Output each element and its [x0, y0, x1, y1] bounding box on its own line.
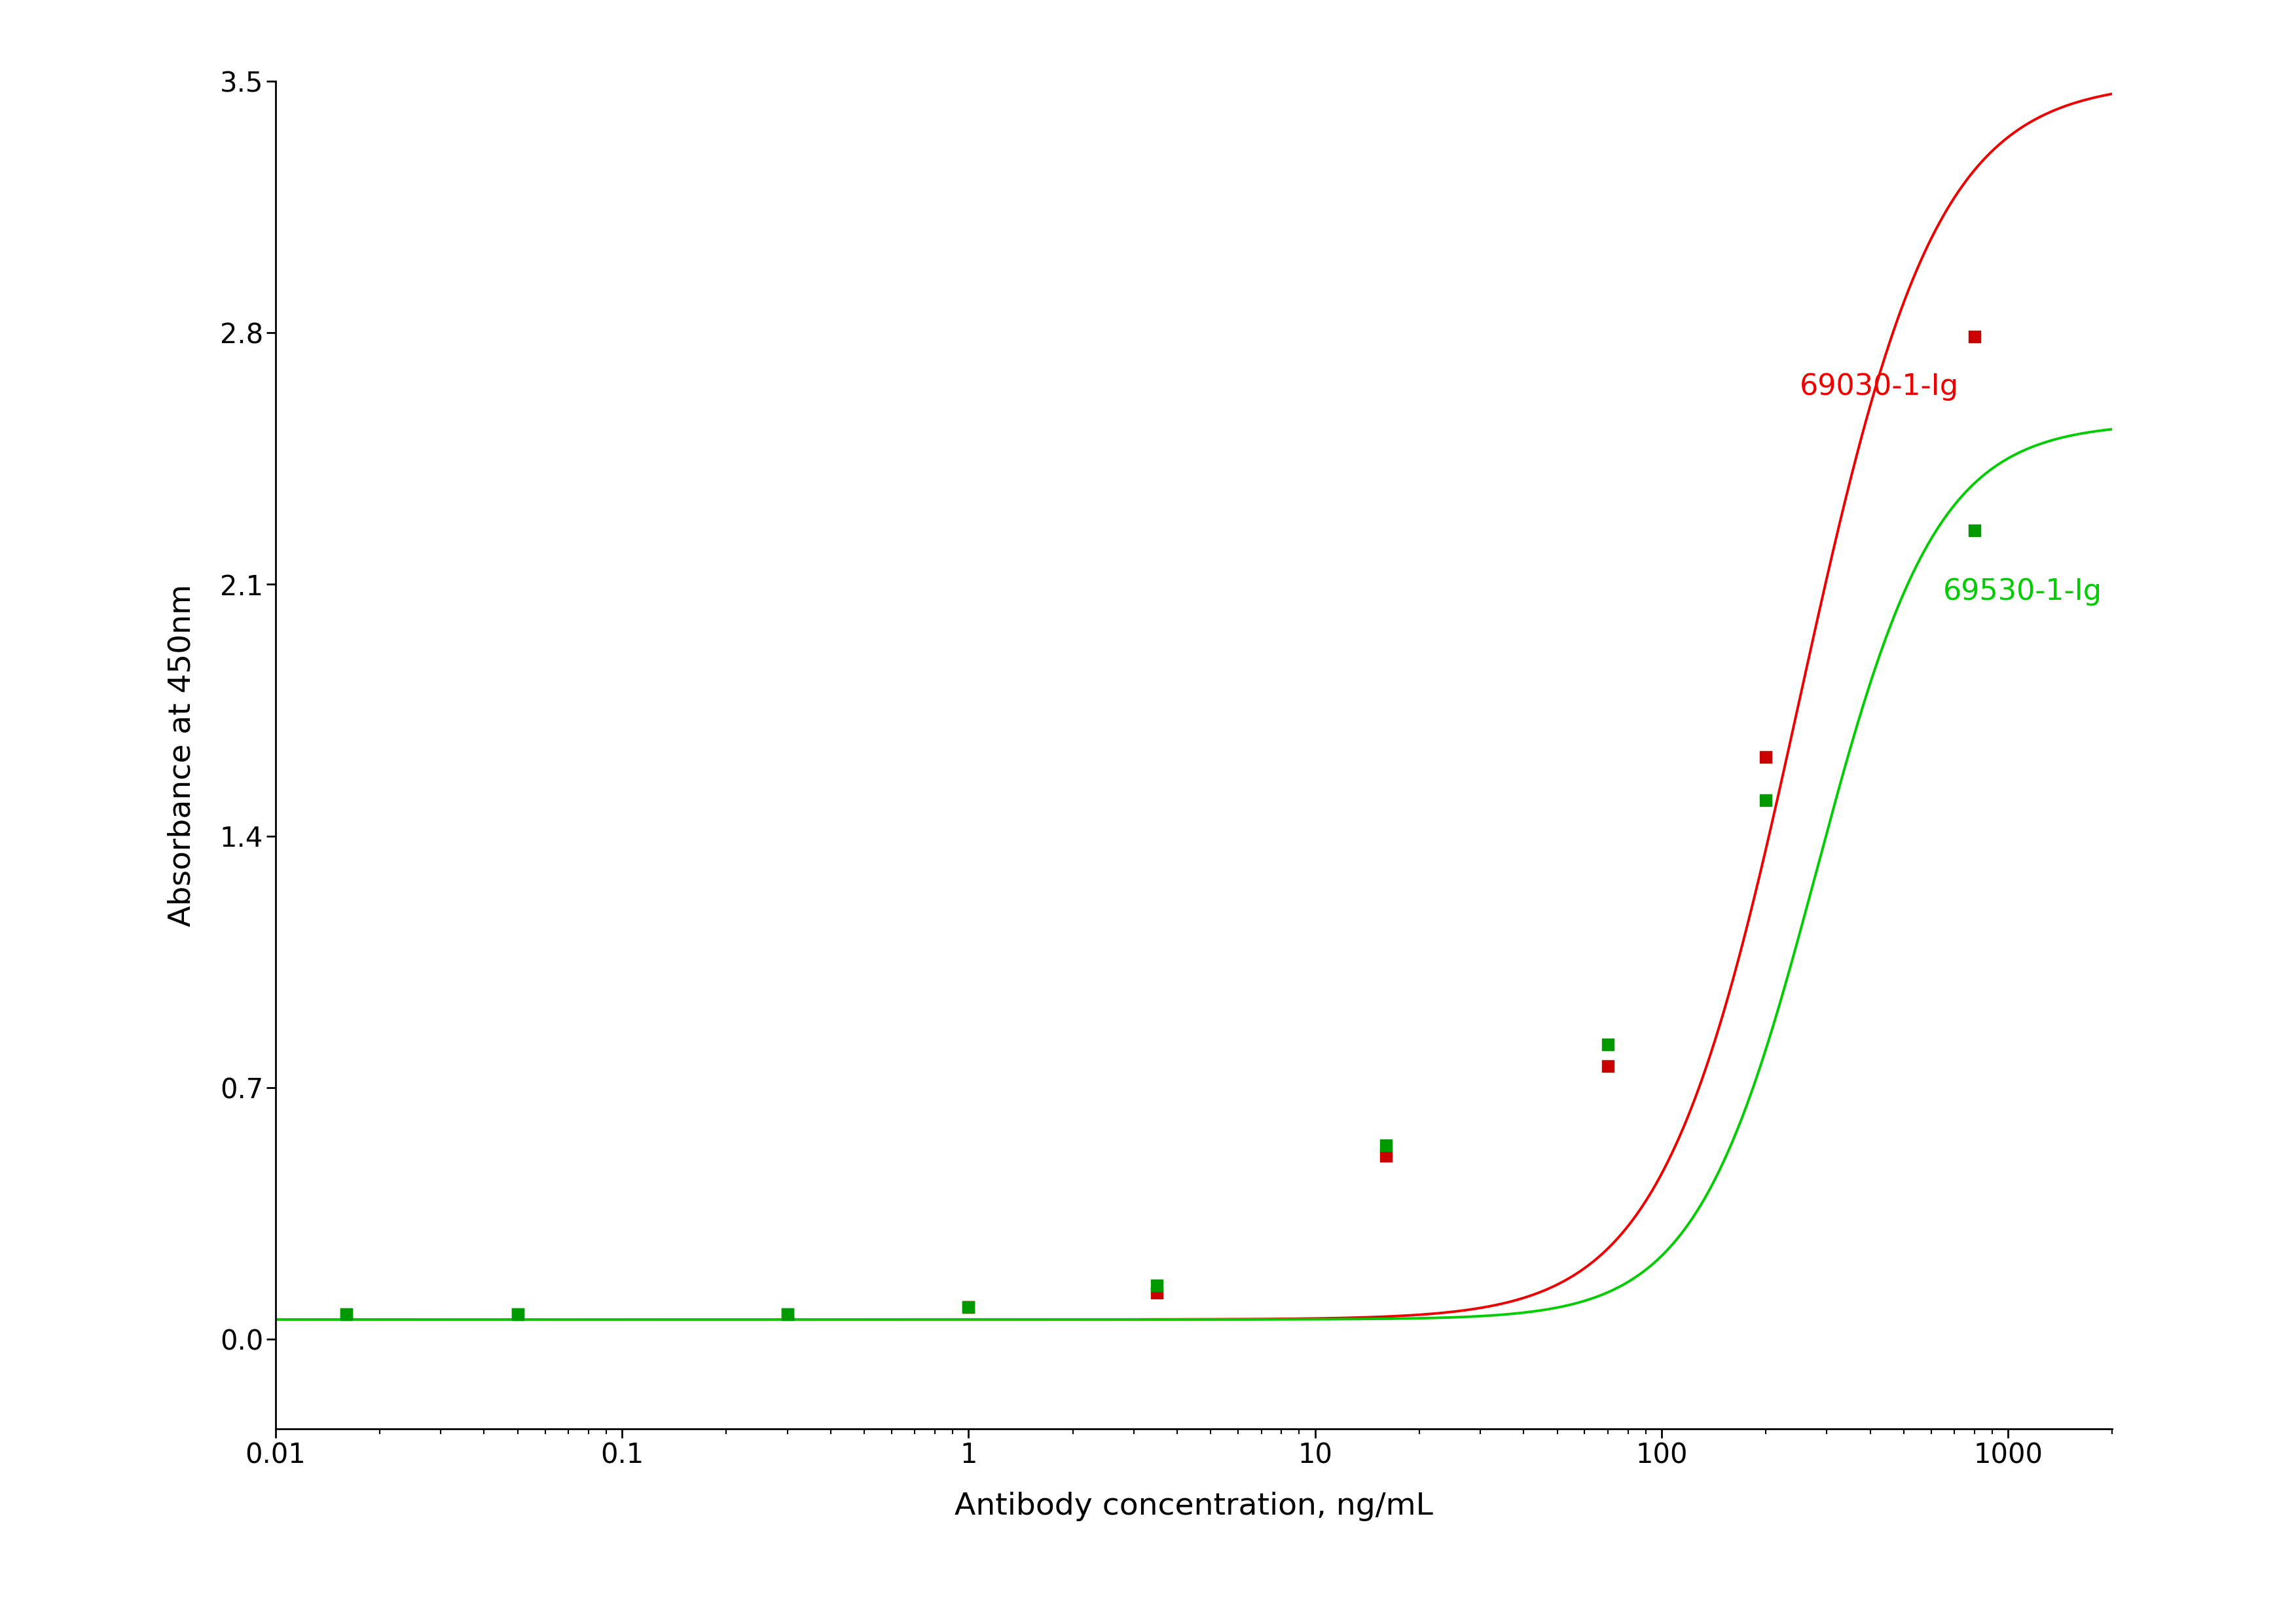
Point [1139, 1272, 1176, 1298]
Point [1368, 1143, 1405, 1169]
Point [498, 1301, 535, 1327]
X-axis label: Antibody concentration, ng/mL: Antibody concentration, ng/mL [955, 1491, 1433, 1522]
Point [951, 1294, 987, 1320]
Y-axis label: Absorbance at 450nm: Absorbance at 450nm [168, 585, 197, 926]
Point [1747, 788, 1784, 814]
Point [498, 1301, 535, 1327]
Point [1747, 744, 1784, 770]
Point [328, 1301, 365, 1327]
Point [951, 1294, 987, 1320]
Point [1139, 1280, 1176, 1306]
Text: 69530-1-Ig: 69530-1-Ig [1942, 578, 2103, 606]
Point [1956, 518, 1993, 544]
Point [1956, 323, 1993, 349]
Point [769, 1301, 806, 1327]
Text: 69030-1-Ig: 69030-1-Ig [1800, 372, 1958, 401]
Point [1368, 1132, 1405, 1158]
Point [1589, 1052, 1626, 1078]
Point [769, 1301, 806, 1327]
Point [1589, 1031, 1626, 1057]
Point [328, 1301, 365, 1327]
